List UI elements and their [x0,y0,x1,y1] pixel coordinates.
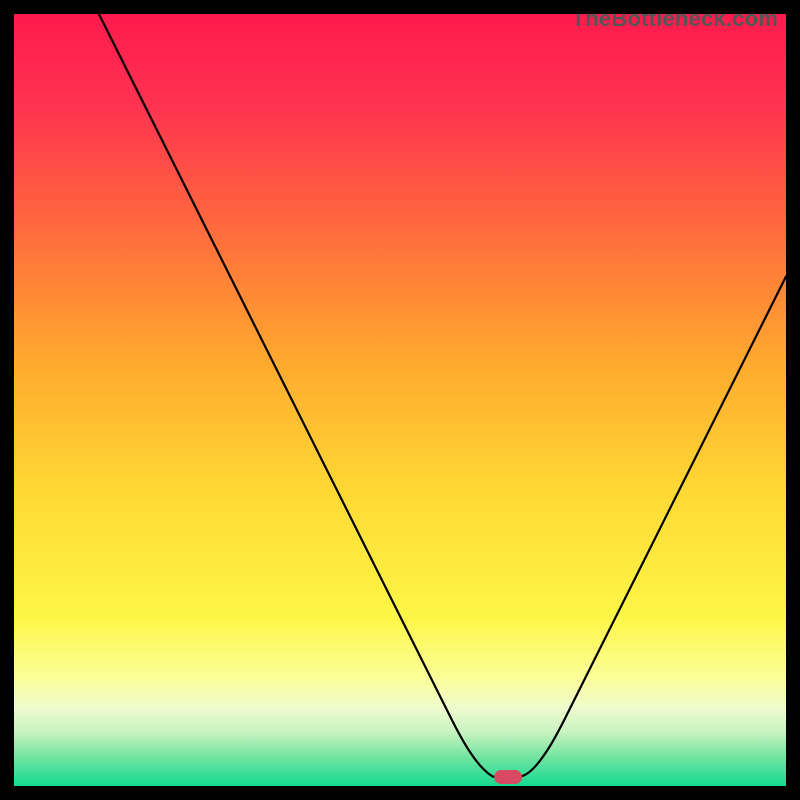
chart-container: TheBottleneck.com [0,0,800,800]
minimum-marker [494,770,522,784]
bottleneck-curve [14,14,786,786]
watermark-text: TheBottleneck.com [572,6,778,32]
plot-area [14,14,786,786]
